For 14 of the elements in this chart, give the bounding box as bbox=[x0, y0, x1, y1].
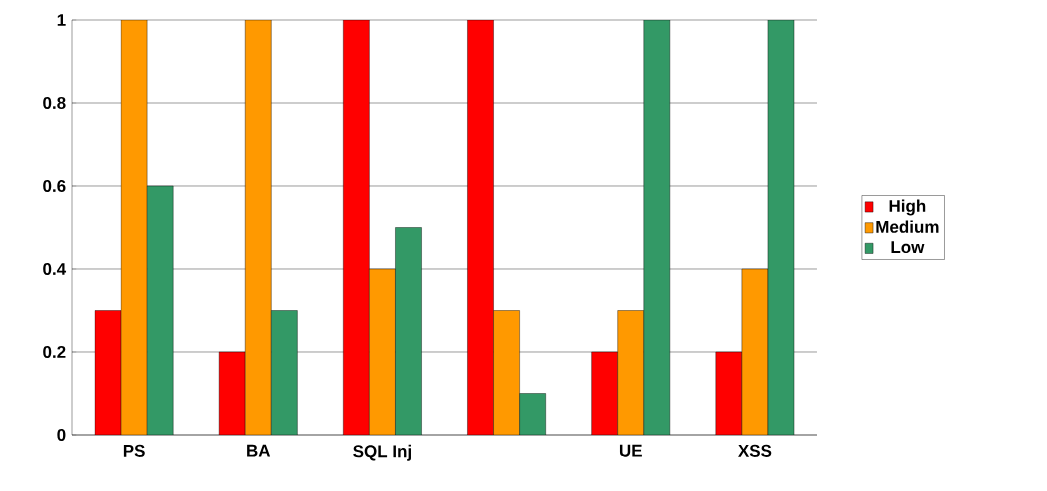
y-tick-label: 1 bbox=[57, 14, 66, 26]
legend-label: Low bbox=[891, 241, 925, 254]
x-tick-label: BA bbox=[247, 444, 271, 457]
y-tick-label: 0.4 bbox=[43, 262, 67, 276]
y-tick-label: 0.8 bbox=[43, 96, 66, 110]
legend-label: High bbox=[889, 199, 926, 216]
y-tick-label: 0 bbox=[57, 428, 66, 442]
y-tick-label: 0.2 bbox=[43, 345, 66, 359]
x-tick-label: UE bbox=[619, 444, 642, 457]
x-tick-label: PS bbox=[123, 444, 145, 457]
x-tick-label: SQL Inj bbox=[353, 444, 411, 461]
y-tick-label: 0.6 bbox=[43, 179, 66, 193]
legend-label: Medium bbox=[876, 220, 939, 233]
x-tick-label: XSS bbox=[738, 444, 772, 457]
